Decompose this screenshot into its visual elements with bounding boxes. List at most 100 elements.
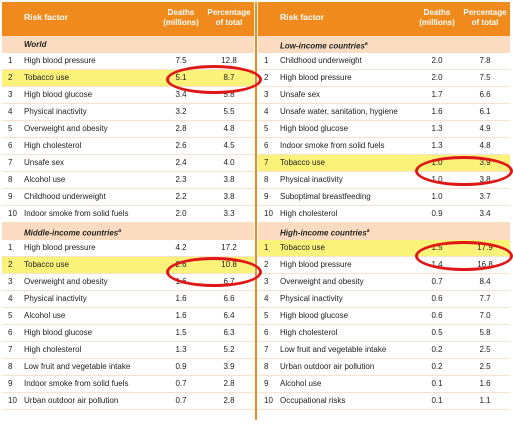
table-row: 4 Unsafe water, sanitation, hygiene 1.6 6.1: [258, 104, 510, 121]
deaths-cell: 1.7: [431, 90, 443, 99]
percentage-cell: 3.8: [223, 192, 235, 201]
risk-factor-header: Risk factor: [24, 12, 68, 22]
risk-factor-cell: Occupational risks: [280, 396, 346, 405]
rank-cell: 9: [264, 379, 269, 388]
risk-factor-cell: High blood glucose: [24, 90, 93, 99]
risk-factor-header: Risk factor: [280, 12, 324, 22]
percentage-header: Percentage of total: [463, 8, 507, 27]
table-row: 9 Alcohol use 0.1 1.6: [258, 376, 510, 393]
risk-factor-cell: Unsafe sex: [280, 90, 321, 99]
deaths-cell: 0.7: [175, 379, 187, 388]
rank-cell: 4: [8, 107, 13, 116]
table-row: 7 Unsafe sex 2.4 4.0: [2, 155, 254, 172]
table-row: 9 Indoor smoke from solid fuels 0.7 2.8: [2, 376, 254, 393]
rank-cell: 4: [8, 294, 13, 303]
table-row: 1 Childhood underweight 2.0 7.8: [258, 53, 510, 70]
percentage-cell: 2.5: [479, 362, 491, 371]
deaths-cell: 1.6: [175, 311, 187, 320]
deaths-header: Deaths (millions): [163, 8, 199, 27]
deaths-cell: 2.3: [175, 175, 187, 184]
rank-cell: 9: [8, 192, 13, 201]
percentage-cell: 4.8: [223, 124, 235, 133]
rank-cell: 10: [8, 396, 17, 405]
rank-cell: 3: [264, 90, 269, 99]
rank-cell: 3: [8, 90, 13, 99]
rank-cell: 7: [264, 345, 269, 354]
panel-divider: [255, 2, 257, 420]
percentage-cell: 1.1: [479, 396, 491, 405]
risk-factor-cell: Childhood underweight: [24, 192, 106, 201]
percentage-cell: 2.5: [479, 345, 491, 354]
deaths-cell: 1.5: [175, 328, 187, 337]
rank-cell: 6: [264, 328, 269, 337]
percentage-cell: 3.9: [223, 362, 235, 371]
percentage-cell: 5.2: [223, 345, 235, 354]
deaths-cell: 0.7: [431, 277, 443, 286]
rank-cell: 6: [8, 141, 13, 150]
percentage-cell: 6.3: [223, 328, 235, 337]
percentage-cell: 12.8: [221, 56, 237, 65]
risk-factor-cell: Indoor smoke from solid fuels: [24, 209, 129, 218]
percentage-cell: 6.4: [223, 311, 235, 320]
table-row: 8 Urban outdoor air pollution 0.2 2.5: [258, 359, 510, 376]
risk-factor-cell: Physical inactivity: [280, 294, 343, 303]
rank-cell: 9: [8, 379, 13, 388]
deaths-cell: 1.3: [431, 124, 443, 133]
percentage-cell: 7.7: [479, 294, 491, 303]
risk-factor-cell: Low fruit and vegetable intake: [24, 362, 131, 371]
risk-factor-cell: High blood glucose: [280, 124, 349, 133]
percentage-cell: 5.8: [223, 90, 235, 99]
rank-cell: 8: [264, 362, 269, 371]
percentage-cell: 4.0: [223, 158, 235, 167]
deaths-cell: 0.6: [431, 294, 443, 303]
percentage-cell: 3.3: [223, 209, 235, 218]
percentage-cell: 4.5: [223, 141, 235, 150]
table-body: Low-income countriesa 1 Childhood underwei…: [258, 36, 510, 410]
percentage-cell: 2.8: [223, 379, 235, 388]
risk-factor-cell: Overweight and obesity: [280, 277, 364, 286]
rank-cell: 5: [8, 124, 13, 133]
table-header: Risk factor Deaths (millions) Percentage o…: [258, 2, 510, 36]
risk-factor-cell: High cholesterol: [280, 209, 338, 218]
section-title: High-income countriesa: [258, 223, 510, 240]
table-row: 5 High blood glucose 0.6 7.0: [258, 308, 510, 325]
rank-cell: 10: [264, 209, 273, 218]
deaths-header: Deaths (millions): [419, 8, 455, 27]
percentage-cell: 7.5: [479, 73, 491, 82]
rank-cell: 8: [264, 175, 269, 184]
rank-cell: 1: [264, 243, 269, 252]
risk-factor-cell: Tobacco use: [280, 158, 325, 167]
rank-cell: 2: [8, 73, 13, 82]
table-row: 3 Overweight and obesity 0.7 8.4: [258, 274, 510, 291]
percentage-cell: 5.5: [223, 107, 235, 116]
deaths-cell: 2.2: [175, 192, 187, 201]
table-row: 7 High cholesterol 1.3 5.2: [2, 342, 254, 359]
highlight-circle: [415, 156, 513, 186]
deaths-cell: 0.2: [431, 345, 443, 354]
risk-factor-cell: High cholesterol: [24, 141, 82, 150]
deaths-cell: 1.3: [431, 141, 443, 150]
risk-factor-cell: Alcohol use: [24, 311, 66, 320]
rank-cell: 9: [264, 192, 269, 201]
right-table-panel: Risk factor Deaths (millions) Percentage o…: [258, 2, 510, 410]
percentage-cell: 6.1: [479, 107, 491, 116]
percentage-cell: 4.9: [479, 124, 491, 133]
percentage-cell: 6.6: [223, 294, 235, 303]
risk-factor-cell: Physical inactivity: [280, 175, 343, 184]
table-header: Risk factor Deaths (millions) Percentage o…: [2, 2, 254, 36]
section-title: Low-income countriesa: [258, 36, 510, 53]
deaths-cell: 2.0: [431, 73, 443, 82]
table-row: 10 Indoor smoke from solid fuels 2.0 3.3: [2, 206, 254, 223]
table-row: 6 High cholesterol 2.6 4.5: [2, 138, 254, 155]
table-row: 5 Alcohol use 1.6 6.4: [2, 308, 254, 325]
rank-cell: 10: [8, 209, 17, 218]
table-row: 4 Physical inactivity 3.2 5.5: [2, 104, 254, 121]
table-row: 8 Low fruit and vegetable intake 0.9 3.9: [2, 359, 254, 376]
table-row: 5 High blood glucose 1.3 4.9: [258, 121, 510, 138]
risk-factor-cell: High cholesterol: [24, 345, 82, 354]
rank-cell: 5: [264, 124, 269, 133]
rank-cell: 2: [8, 260, 13, 269]
highlight-circle: [166, 65, 262, 94]
risk-factor-cell: Suboptimal breastfeeding: [280, 192, 371, 201]
rank-cell: 4: [264, 107, 269, 116]
